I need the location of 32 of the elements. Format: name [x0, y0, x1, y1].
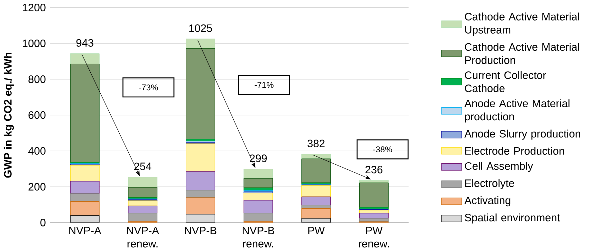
- legend-label: Spatial environment: [465, 214, 560, 224]
- legend-label: Cathode Active Material Production: [465, 43, 580, 64]
- legend-label: Cathode Active Material Upstream: [465, 12, 580, 36]
- total-label: 943: [76, 39, 94, 48]
- total-label: 1025: [190, 24, 212, 32]
- total-label: 299: [250, 154, 268, 163]
- y-tick-label: 600: [28, 112, 46, 120]
- annotation: -71%: [254, 82, 274, 88]
- x-tick-label: NVP-B renew.: [242, 227, 274, 248]
- x-tick-label: NVP-A renew.: [127, 227, 160, 248]
- legend-label: Anode Active Material production: [464, 100, 570, 123]
- y-axis-title: GWP in kg CO2 eq./ kWh: [4, 53, 14, 178]
- annotation: -38%: [373, 146, 392, 153]
- legend-label: Cell Assembly: [465, 162, 534, 172]
- y-tick-label: 1200: [23, 4, 46, 12]
- x-tick-label: NVP-B: [185, 227, 217, 235]
- legend-label: Anode Slurry production: [464, 130, 580, 140]
- x-tick-label: PW renew.: [359, 227, 390, 248]
- legend-label: Electrolyte: [466, 179, 514, 190]
- legend-label: Current Collector Cathode: [465, 71, 546, 93]
- y-tick-label: 0: [40, 219, 46, 227]
- y-tick-label: 200: [28, 183, 46, 191]
- total-label: 236: [366, 166, 383, 174]
- y-tick-label: 400: [28, 148, 46, 156]
- x-tick-label: NVP-A: [70, 227, 102, 235]
- annotation: -73%: [139, 84, 158, 91]
- legend-label: Activating: [464, 196, 511, 207]
- x-tick-label: PW: [308, 227, 325, 235]
- y-tick-label: 800: [28, 76, 46, 84]
- legend-label: Electrode Production: [466, 147, 564, 156]
- total-label: 382: [308, 140, 325, 148]
- y-tick-label: 1000: [23, 40, 46, 48]
